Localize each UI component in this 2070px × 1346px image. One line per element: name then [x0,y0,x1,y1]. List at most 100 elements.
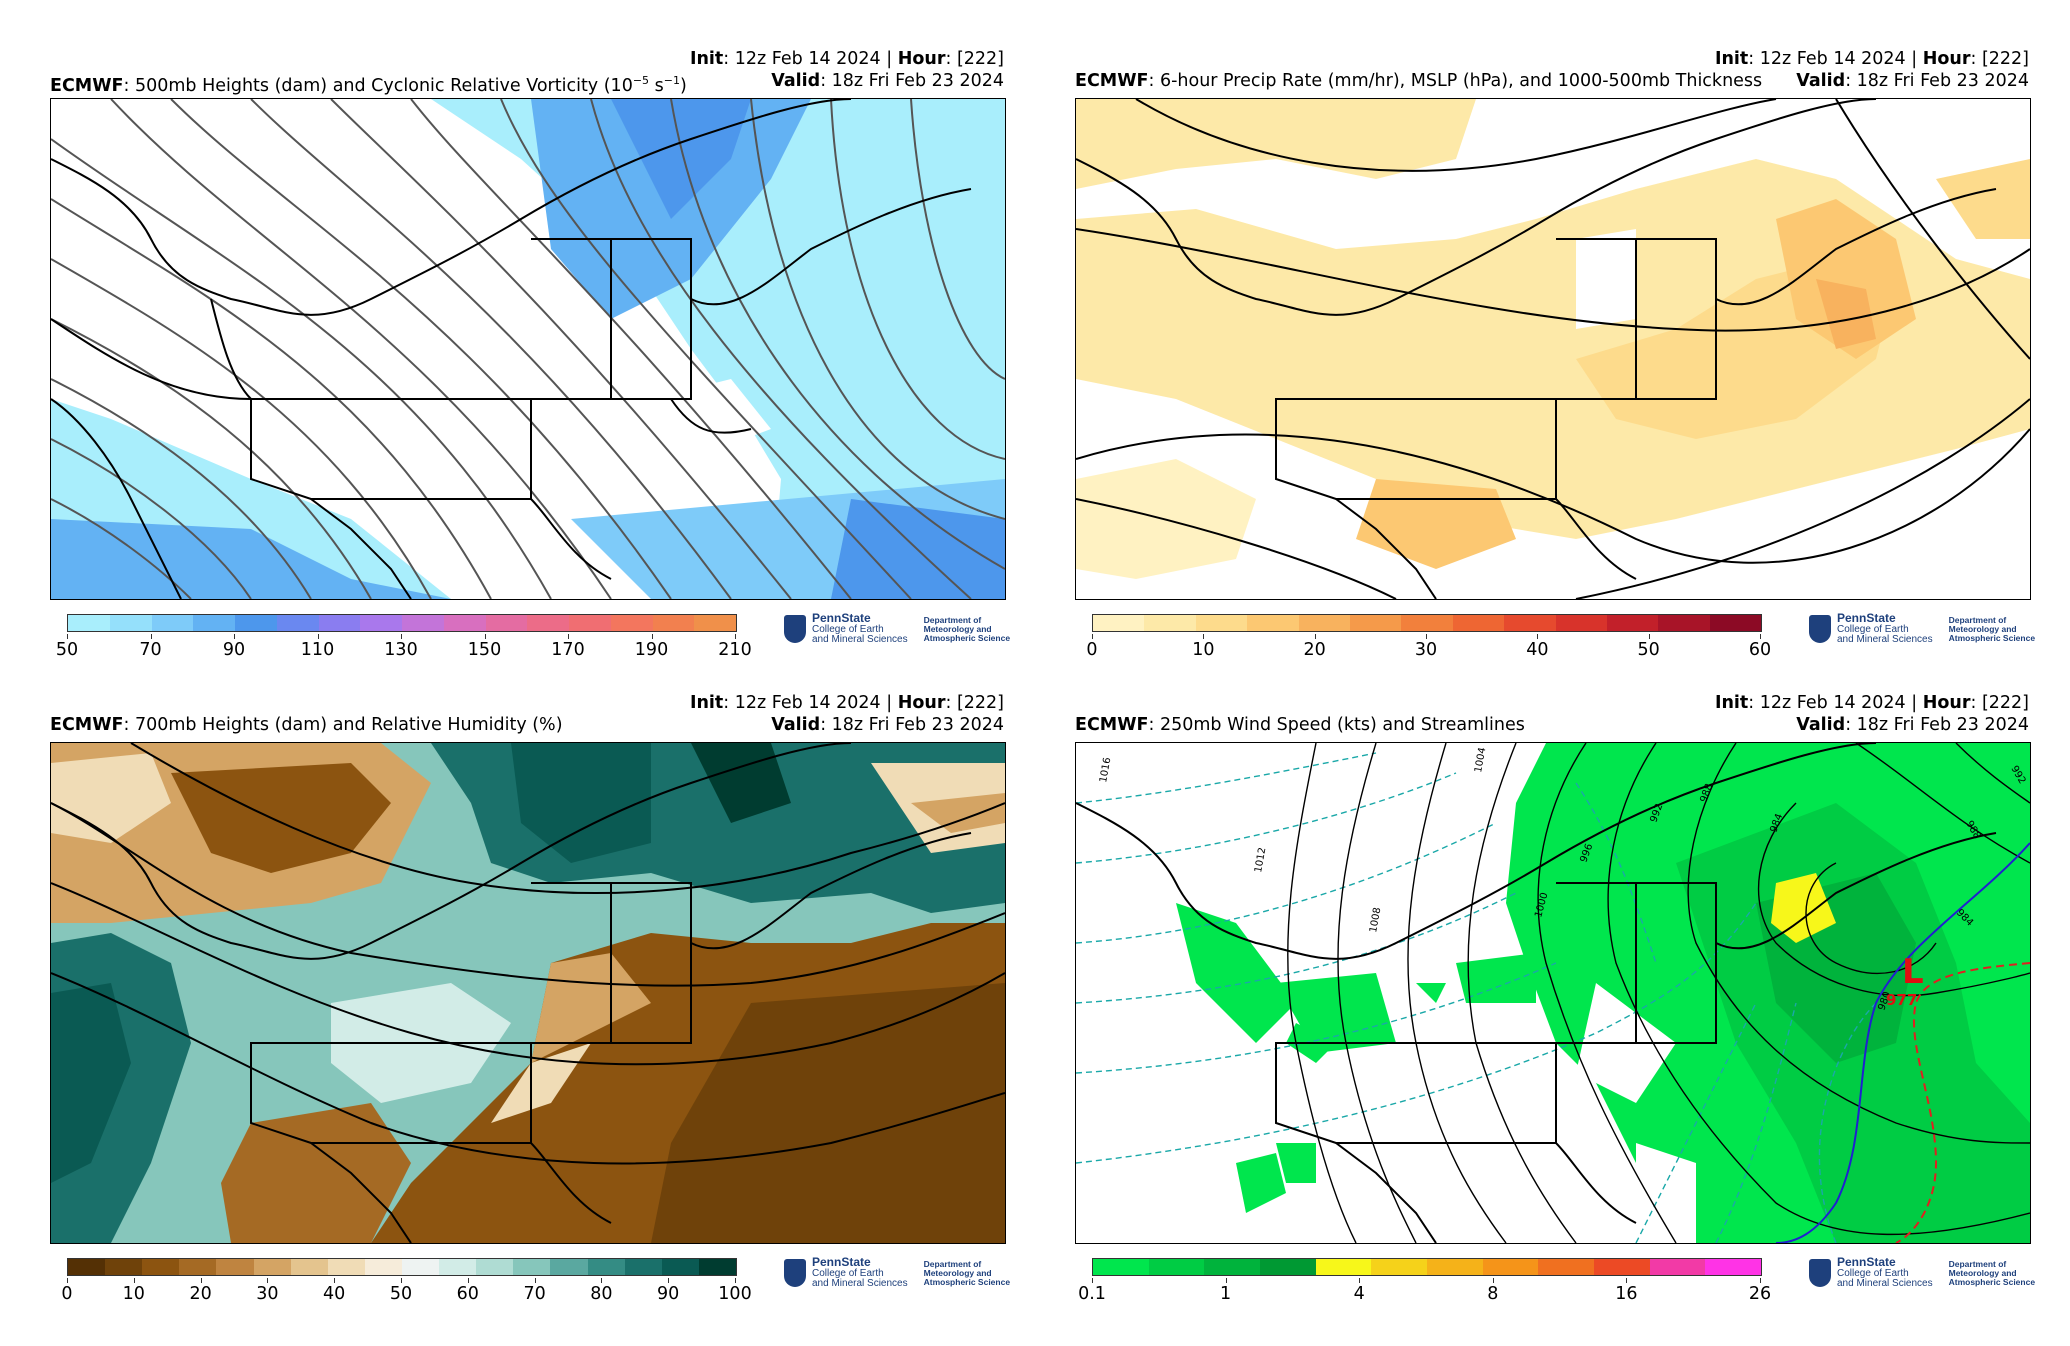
colorbar-wind [1092,1258,1762,1276]
colorbar-tick-label: 0.1 [1078,1284,1106,1304]
colorbar-swatch [694,615,736,631]
valid-line: Valid: 18z Fri Feb 23 2024 [771,715,1004,735]
colorbar-swatch [1144,615,1196,631]
isobar-label: 1016 [1098,757,1113,784]
colorbar-ticks: 0 10 20 30 40 50 60 [1086,634,1771,662]
colorbar-tick-label: 210 [718,640,752,660]
colorbar-tick-label: 130 [384,640,418,660]
colorbar-swatch [587,1259,625,1275]
map-700mb [50,742,1006,1244]
map-precip [1075,98,2031,600]
colorbar-tick-label: 8 [1487,1284,1499,1304]
colorbar-swatch [401,1259,440,1275]
colorbar-ticks: 0 10 20 30 40 50 60 70 80 90 100 [61,1278,752,1306]
colorbar-swatch [624,1259,662,1275]
colorbar-tick-label: 70 [139,640,162,660]
low-pressure-value: 977 [1886,991,1917,1009]
colorbar-tickmark [651,634,653,639]
colorbar-swatch [193,615,235,631]
colorbar-tickmark [1648,634,1650,639]
colorbar-swatch [610,615,653,631]
colorbar-swatch [1349,615,1402,631]
colorbar-swatch [1093,615,1145,631]
colorbar-tickmark [1626,1278,1628,1283]
colorbar-ticks: 0.1 1 4 8 16 26 [1078,1278,1771,1306]
colorbar-swatch [253,1259,291,1275]
isobar-label: 1012 [1253,847,1268,874]
colorbar-tick-label: 170 [551,640,585,660]
colorbar-tick-label: 110 [300,640,335,660]
colorbar-swatch [1260,1259,1316,1275]
colorbar-tick-label: 20 [189,1284,212,1304]
colorbar-swatch [68,615,110,631]
colorbar-ticks: 50 70 90 110 130 150 170 190 210 [56,634,752,662]
colorbar-swatch [109,615,152,631]
colorbar-tickmark [317,634,319,639]
colorbar-tick-label: 30 [256,1284,279,1304]
colorbar-tickmark [668,1278,670,1283]
colorbar-swatch [661,1259,699,1275]
colorbar-tickmark [534,1278,536,1283]
colorbar-tick-label: 50 [389,1284,413,1304]
colorbar-tickmark [568,634,569,639]
colorbar-swatch [360,615,402,631]
colorbar-tick-label: 50 [1637,640,1660,660]
colorbar-swatch [1705,1259,1762,1275]
colorbar-tickmark [67,634,68,639]
colorbar-tick-label: 4 [1353,1284,1365,1304]
colorbar-swatch [527,615,569,631]
colorbar-tickmark [401,634,402,639]
psu-shield-icon [1809,1259,1831,1287]
colorbar-tick-label: 20 [1303,640,1326,660]
colorbar-swatch [318,615,361,631]
colorbar-swatch [476,1259,514,1275]
valid-line: Valid: 18z Fri Feb 23 2024 [1796,715,2029,735]
psu-logo: PennState College of Earth and Mineral Sci… [784,612,1010,646]
psu-logo: PennState College of Earth and Mineral Sci… [1809,612,2035,646]
valid-line: Valid: 18z Fri Feb 23 2024 [1796,71,2029,91]
panel-title: ECMWF: 6-hour Precip Rate (mm/hr), MSLP … [1075,71,1763,91]
colorbar-swatch [485,615,528,631]
colorbar-tick-label: 80 [590,1284,613,1304]
colorbar-tickmark [150,634,152,639]
colorbar-swatch [216,1259,254,1275]
map-250mb: 1004 1012 1008 1000 996 992 988 984 980 … [1075,742,2031,1244]
colorbar-tickmark [1359,1278,1361,1283]
colorbar-swatch [698,1259,736,1275]
psu-shield-icon [1809,615,1831,643]
colorbar-tick-label: 16 [1615,1284,1638,1304]
colorbar-tick-label: 0 [1086,640,1098,660]
colorbar-tick-label: 60 [456,1284,479,1304]
colorbar-tickmark [1092,1278,1093,1283]
colorbar-tickmark [267,1278,269,1283]
colorbar-tickmark [735,1278,736,1283]
psu-shield-icon [784,1259,806,1287]
psu-logo: PennState College of Earth and Mineral Sci… [1809,1256,2035,1290]
colorbar-tick-label: 1 [1220,1284,1232,1304]
colorbar-swatch [1538,1259,1595,1275]
colorbar-swatch [652,615,695,631]
psu-logo: PennState College of Earth and Mineral Sci… [784,1256,1010,1290]
colorbar-rh [67,1258,737,1276]
panel-250mb-wind: Init: 12z Feb 14 2024 | Hour: [222] ECMW… [1075,692,2070,1332]
colorbar-swatch [290,1259,328,1275]
colorbar-tick-label: 0 [61,1284,73,1304]
colorbar-tick-label: 40 [323,1284,346,1304]
colorbar-tick-label: 50 [55,640,79,660]
colorbar-swatch [513,1259,551,1275]
colorbar-tick-label: 10 [122,1284,145,1304]
colorbar-swatch [1427,1259,1483,1275]
isobar-label: 1004 [1473,747,1488,774]
init-line: Init: 12z Feb 14 2024 | Hour: [222] [689,693,1004,713]
colorbar-swatch [550,1259,588,1275]
colorbar-swatch [1504,615,1556,631]
colorbar-swatch [68,1259,106,1275]
psu-shield-icon [784,615,806,643]
colorbar-swatch [1555,615,1607,631]
colorbar-tickmark [133,1278,135,1283]
colorbar-tickmark [67,1278,68,1283]
colorbar-swatch [1709,615,1762,631]
colorbar-tickmark [735,634,736,639]
colorbar-tick-label: 90 [222,640,246,660]
colorbar-swatch [1093,1259,1149,1275]
